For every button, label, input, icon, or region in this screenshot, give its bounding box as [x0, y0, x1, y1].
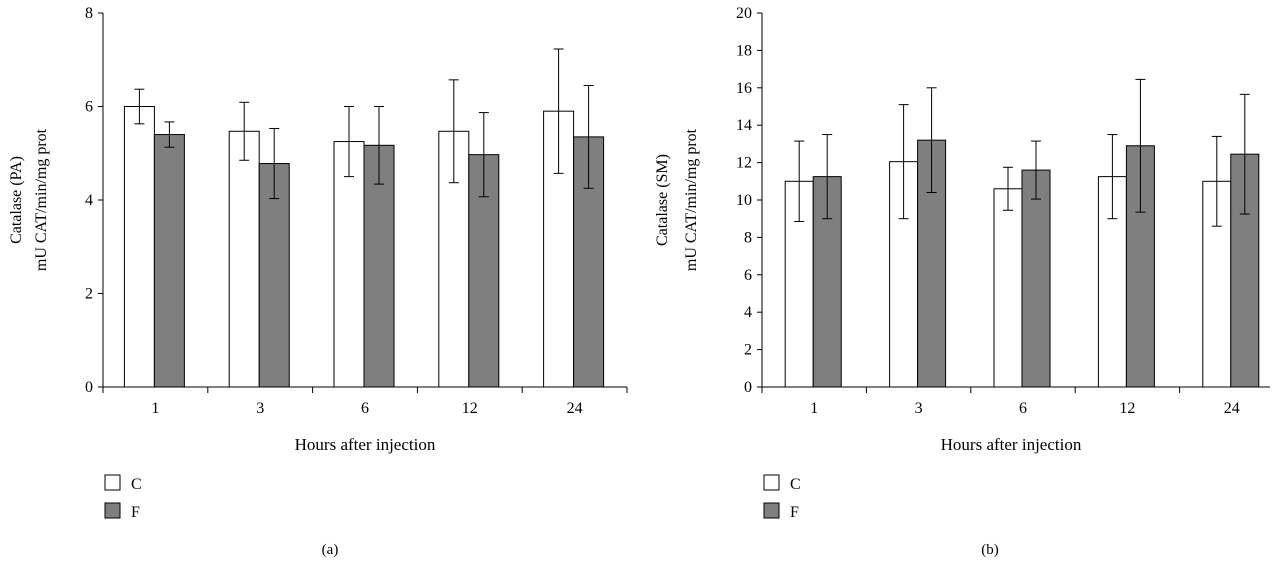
panel-label: (a) — [322, 542, 339, 558]
y-tick-label: 14 — [736, 117, 752, 134]
y-tick-label: 10 — [736, 192, 752, 209]
y-axis-label: Catalase (SM) — [654, 154, 671, 246]
y-tick-label: 16 — [736, 80, 752, 97]
y-tick-label: 4 — [744, 304, 752, 321]
bar-f — [258, 163, 290, 388]
y-tick-label: 6 — [85, 99, 93, 116]
y-tick-label: 20 — [736, 5, 752, 22]
legend-label-f: F — [131, 504, 140, 521]
y-tick-label: 8 — [744, 229, 752, 246]
y-tick-label: 18 — [736, 42, 752, 59]
legend-swatch-c — [763, 474, 780, 491]
bar-c — [333, 141, 365, 388]
x-tick-label: 6 — [361, 400, 369, 417]
bar-f — [1021, 169, 1051, 388]
x-tick-label: 24 — [1224, 400, 1240, 417]
bar-c — [123, 106, 155, 388]
legend-label-c: C — [790, 476, 801, 493]
y-tick-label: 2 — [744, 342, 752, 359]
y-axis-label: mU CAT/min/mg prot — [683, 128, 700, 271]
x-axis-label: Hours after injection — [941, 435, 1082, 454]
y-axis-label: Catalase (PA) — [8, 156, 25, 244]
x-tick-label: 1 — [810, 400, 818, 417]
legend-swatch-c — [104, 474, 121, 491]
y-tick-label: 0 — [85, 379, 93, 396]
x-tick-label: 1 — [151, 400, 159, 417]
bar-f — [363, 144, 395, 388]
y-tick-label: 0 — [744, 379, 752, 396]
x-axis-label: Hours after injection — [295, 435, 436, 454]
y-axis-label: mU CAT/min/mg prot — [33, 128, 50, 271]
y-tick-label: 2 — [85, 286, 93, 303]
y-tick-label: 6 — [744, 267, 752, 284]
y-tick-label: 8 — [85, 5, 93, 22]
x-tick-label: 12 — [1119, 400, 1135, 417]
x-tick-label: 24 — [567, 400, 583, 417]
y-tick-label: 12 — [736, 155, 752, 172]
legend-label-c: C — [131, 476, 142, 493]
y-tick-label: 4 — [85, 192, 93, 209]
bar-c — [993, 188, 1023, 388]
bar-f — [1230, 153, 1260, 388]
legend-swatch-f — [104, 502, 121, 519]
x-tick-label: 12 — [462, 400, 478, 417]
x-tick-label: 6 — [1019, 400, 1027, 417]
x-tick-label: 3 — [256, 400, 264, 417]
bar-c — [228, 130, 260, 388]
legend-swatch-f — [763, 502, 780, 519]
x-tick-label: 3 — [915, 400, 923, 417]
panel-label: (b) — [981, 542, 999, 558]
bar-f — [153, 134, 185, 388]
legend-label-f: F — [790, 504, 799, 521]
